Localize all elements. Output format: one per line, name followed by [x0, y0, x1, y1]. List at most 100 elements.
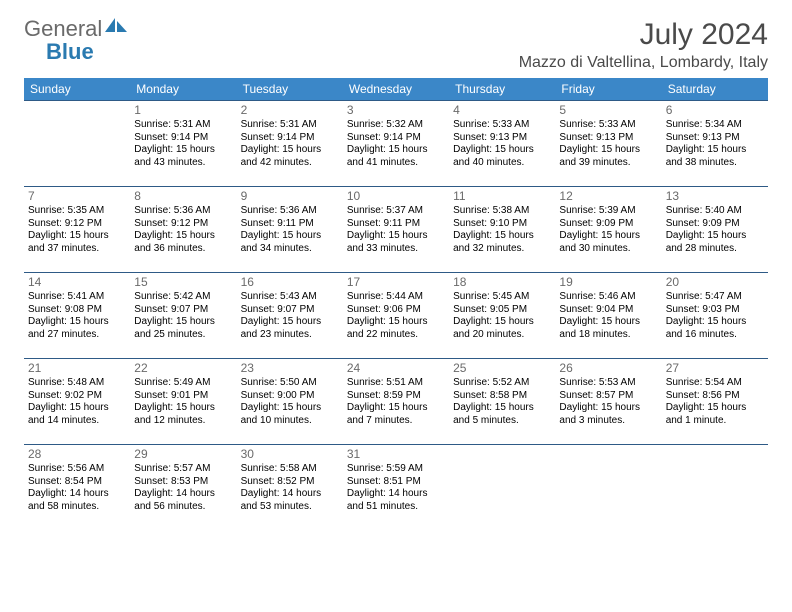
sunrise-line: Sunrise: 5:31 AM	[134, 119, 232, 132]
calendar-cell: 26Sunrise: 5:53 AMSunset: 8:57 PMDayligh…	[555, 359, 661, 445]
sunrise-line: Sunrise: 5:44 AM	[347, 291, 445, 304]
sunrise-line: Sunrise: 5:52 AM	[453, 377, 551, 390]
table-row: 7Sunrise: 5:35 AMSunset: 9:12 PMDaylight…	[24, 187, 768, 273]
sunset-line: Sunset: 9:13 PM	[453, 132, 551, 145]
day-number: 2	[241, 103, 339, 118]
sunset-line: Sunset: 9:12 PM	[134, 218, 232, 231]
day-header: Thursday	[449, 78, 555, 101]
calendar-cell: 17Sunrise: 5:44 AMSunset: 9:06 PMDayligh…	[343, 273, 449, 359]
sunset-line: Sunset: 9:02 PM	[28, 390, 126, 403]
daylight-line: Daylight: 15 hours and 16 minutes.	[666, 316, 764, 341]
sunrise-line: Sunrise: 5:42 AM	[134, 291, 232, 304]
day-number: 12	[559, 189, 657, 204]
calendar-cell: 11Sunrise: 5:38 AMSunset: 9:10 PMDayligh…	[449, 187, 555, 273]
calendar-cell: 31Sunrise: 5:59 AMSunset: 8:51 PMDayligh…	[343, 445, 449, 531]
day-number: 25	[453, 361, 551, 376]
day-number: 23	[241, 361, 339, 376]
day-number: 20	[666, 275, 764, 290]
sunset-line: Sunset: 8:54 PM	[28, 476, 126, 489]
calendar-cell: 25Sunrise: 5:52 AMSunset: 8:58 PMDayligh…	[449, 359, 555, 445]
sunset-line: Sunset: 8:56 PM	[666, 390, 764, 403]
sunset-line: Sunset: 9:10 PM	[453, 218, 551, 231]
day-number: 30	[241, 447, 339, 462]
sunrise-line: Sunrise: 5:56 AM	[28, 463, 126, 476]
daylight-line: Daylight: 15 hours and 23 minutes.	[241, 316, 339, 341]
day-number: 1	[134, 103, 232, 118]
day-number: 6	[666, 103, 764, 118]
logo-part1: General	[24, 16, 102, 41]
sunrise-line: Sunrise: 5:59 AM	[347, 463, 445, 476]
calendar-cell	[449, 445, 555, 531]
daylight-line: Daylight: 15 hours and 14 minutes.	[28, 402, 126, 427]
sunrise-line: Sunrise: 5:53 AM	[559, 377, 657, 390]
calendar-page: General Blue July 2024 Mazzo di Valtelli…	[0, 0, 792, 541]
calendar-cell	[555, 445, 661, 531]
day-number: 14	[28, 275, 126, 290]
sunrise-line: Sunrise: 5:31 AM	[241, 119, 339, 132]
sunrise-line: Sunrise: 5:47 AM	[666, 291, 764, 304]
location: Mazzo di Valtellina, Lombardy, Italy	[519, 54, 768, 72]
sunrise-line: Sunrise: 5:33 AM	[453, 119, 551, 132]
sunrise-line: Sunrise: 5:46 AM	[559, 291, 657, 304]
calendar-cell: 15Sunrise: 5:42 AMSunset: 9:07 PMDayligh…	[130, 273, 236, 359]
logo-text-block: General Blue	[24, 18, 127, 64]
sunrise-line: Sunrise: 5:37 AM	[347, 205, 445, 218]
daylight-line: Daylight: 15 hours and 27 minutes.	[28, 316, 126, 341]
day-number: 16	[241, 275, 339, 290]
day-number: 31	[347, 447, 445, 462]
sunset-line: Sunset: 9:05 PM	[453, 304, 551, 317]
sail-icon	[105, 18, 127, 32]
sunset-line: Sunset: 9:13 PM	[559, 132, 657, 145]
day-header: Monday	[130, 78, 236, 101]
day-number: 3	[347, 103, 445, 118]
daylight-line: Daylight: 15 hours and 40 minutes.	[453, 144, 551, 169]
sunrise-line: Sunrise: 5:34 AM	[666, 119, 764, 132]
sunrise-line: Sunrise: 5:33 AM	[559, 119, 657, 132]
sunrise-line: Sunrise: 5:40 AM	[666, 205, 764, 218]
daylight-line: Daylight: 15 hours and 39 minutes.	[559, 144, 657, 169]
logo-part2: Blue	[46, 39, 94, 64]
calendar-cell: 18Sunrise: 5:45 AMSunset: 9:05 PMDayligh…	[449, 273, 555, 359]
day-number: 21	[28, 361, 126, 376]
daylight-line: Daylight: 15 hours and 33 minutes.	[347, 230, 445, 255]
day-number: 5	[559, 103, 657, 118]
daylight-line: Daylight: 14 hours and 53 minutes.	[241, 488, 339, 513]
daylight-line: Daylight: 15 hours and 18 minutes.	[559, 316, 657, 341]
calendar-cell: 16Sunrise: 5:43 AMSunset: 9:07 PMDayligh…	[237, 273, 343, 359]
daylight-line: Daylight: 15 hours and 5 minutes.	[453, 402, 551, 427]
daylight-line: Daylight: 15 hours and 22 minutes.	[347, 316, 445, 341]
daylight-line: Daylight: 15 hours and 3 minutes.	[559, 402, 657, 427]
calendar-cell: 29Sunrise: 5:57 AMSunset: 8:53 PMDayligh…	[130, 445, 236, 531]
day-header: Friday	[555, 78, 661, 101]
daylight-line: Daylight: 14 hours and 51 minutes.	[347, 488, 445, 513]
sunset-line: Sunset: 9:12 PM	[28, 218, 126, 231]
daylight-line: Daylight: 15 hours and 25 minutes.	[134, 316, 232, 341]
day-number: 4	[453, 103, 551, 118]
month-title: July 2024	[519, 18, 768, 52]
day-number: 9	[241, 189, 339, 204]
day-number: 22	[134, 361, 232, 376]
sunset-line: Sunset: 9:03 PM	[666, 304, 764, 317]
sunset-line: Sunset: 9:07 PM	[134, 304, 232, 317]
sunrise-line: Sunrise: 5:48 AM	[28, 377, 126, 390]
day-header-row: SundayMondayTuesdayWednesdayThursdayFrid…	[24, 78, 768, 101]
sunset-line: Sunset: 8:53 PM	[134, 476, 232, 489]
daylight-line: Daylight: 15 hours and 37 minutes.	[28, 230, 126, 255]
day-number: 27	[666, 361, 764, 376]
calendar-cell: 20Sunrise: 5:47 AMSunset: 9:03 PMDayligh…	[662, 273, 768, 359]
day-number: 19	[559, 275, 657, 290]
day-number: 11	[453, 189, 551, 204]
day-header: Wednesday	[343, 78, 449, 101]
day-number: 28	[28, 447, 126, 462]
sunset-line: Sunset: 8:57 PM	[559, 390, 657, 403]
daylight-line: Daylight: 15 hours and 7 minutes.	[347, 402, 445, 427]
sunset-line: Sunset: 9:08 PM	[28, 304, 126, 317]
calendar-cell: 19Sunrise: 5:46 AMSunset: 9:04 PMDayligh…	[555, 273, 661, 359]
daylight-line: Daylight: 15 hours and 30 minutes.	[559, 230, 657, 255]
sunrise-line: Sunrise: 5:51 AM	[347, 377, 445, 390]
sunrise-line: Sunrise: 5:58 AM	[241, 463, 339, 476]
calendar-head: SundayMondayTuesdayWednesdayThursdayFrid…	[24, 78, 768, 101]
table-row: 21Sunrise: 5:48 AMSunset: 9:02 PMDayligh…	[24, 359, 768, 445]
sunset-line: Sunset: 9:14 PM	[347, 132, 445, 145]
table-row: 1Sunrise: 5:31 AMSunset: 9:14 PMDaylight…	[24, 101, 768, 187]
